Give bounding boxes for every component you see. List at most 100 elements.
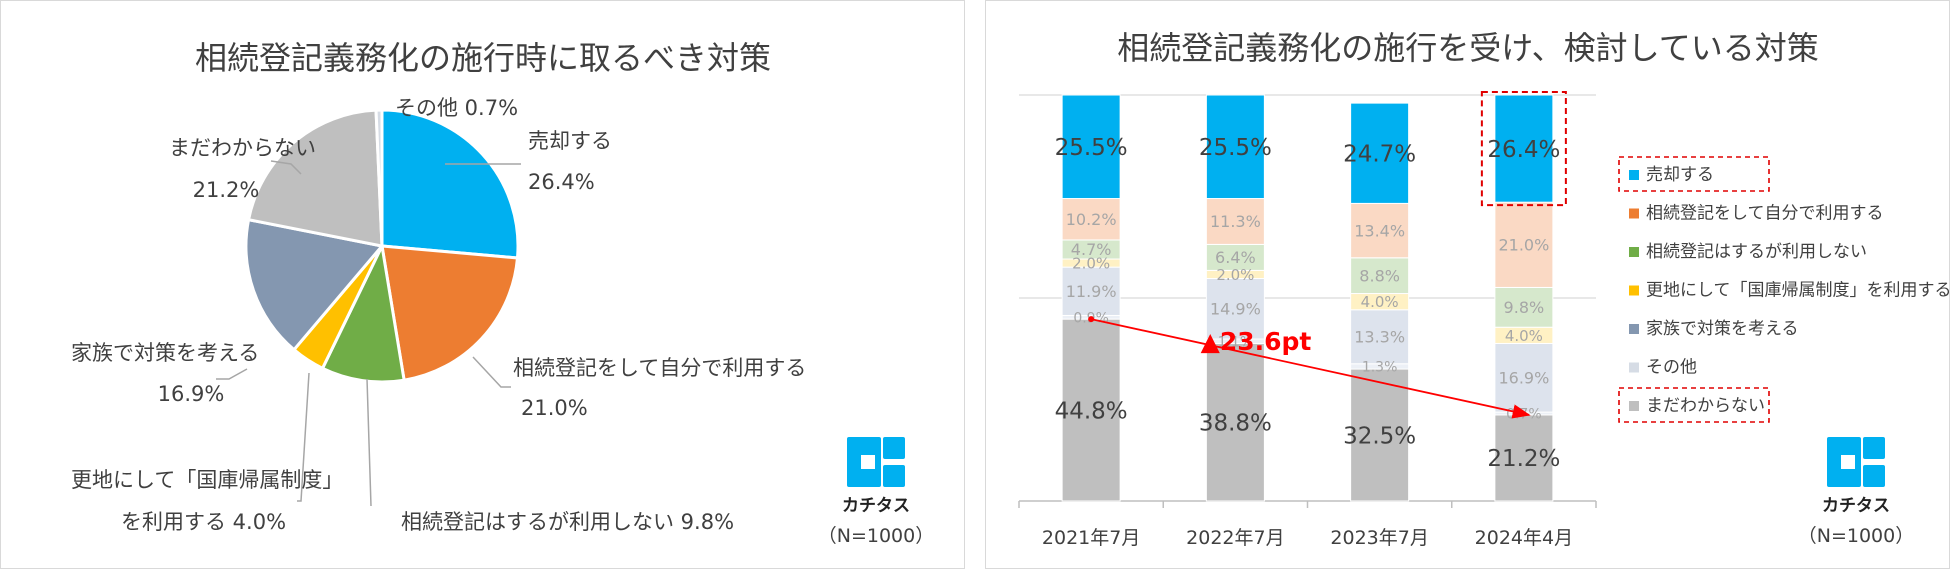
pie-leader-line-3 bbox=[366, 378, 372, 507]
pie-chart: 相続登記義務化の施行時に取るべき対策 売却する 26.4% 相続登記をして自分で利用… bbox=[71, 39, 935, 547]
bar-label-s1-c4: 21.2% bbox=[1487, 446, 1560, 472]
bar-segment-s7-c2 bbox=[1205, 94, 1265, 200]
bar-segment-s7-c1 bbox=[1061, 94, 1121, 200]
bar-segment-s3-c1 bbox=[1061, 266, 1121, 316]
bar-label-s3-c2: 14.9% bbox=[1210, 300, 1261, 319]
pie-leader-line-5 bbox=[216, 368, 248, 380]
legend-label-5: 家族で対策を考える bbox=[1646, 319, 1799, 339]
bar-segment-s1-c4 bbox=[1494, 414, 1554, 502]
bar-label-s1-c1: 44.8% bbox=[1055, 398, 1128, 424]
trend-annotation: ▲23.6pt bbox=[1201, 327, 1312, 356]
bar-label-s1-c3: 32.5% bbox=[1343, 423, 1416, 449]
trend-arrow bbox=[1090, 318, 1531, 419]
bar-label-s7-c3: 24.7% bbox=[1343, 142, 1416, 168]
bar-label-s2-c3: 1.3% bbox=[1362, 359, 1398, 375]
bar-segment-s5-c3 bbox=[1350, 257, 1410, 295]
pie-slice-6 bbox=[246, 108, 384, 248]
bar-segment-s1-c1 bbox=[1061, 318, 1121, 502]
legend-highlight-7 bbox=[1618, 387, 1770, 423]
bar-label-s5-c1: 4.7% bbox=[1071, 240, 1112, 259]
pie-label-name-3: 相続登記はするが利用しない 9.8% bbox=[401, 510, 734, 534]
legend-label-3: 相続登記はするが利用しない bbox=[1646, 242, 1867, 262]
pie-label-name-4-line2: を利用する 4.0% bbox=[121, 510, 286, 534]
bar-label-s5-c2: 6.4% bbox=[1215, 248, 1256, 267]
logo bbox=[847, 437, 905, 487]
pie-slice-3 bbox=[320, 241, 406, 384]
logo-mark-bottom bbox=[1863, 465, 1885, 487]
x-tick-label-3: 2023年7月 bbox=[1330, 527, 1428, 549]
bar-label-s3-c3: 13.3% bbox=[1354, 328, 1405, 347]
stacked-bar-chart: 相続登記義務化の施行を受け、検討している対策 44.8%0.9%11.9%2.0… bbox=[1018, 29, 1949, 549]
bar-segment-s6-c3 bbox=[1350, 202, 1410, 259]
pie-label-name-4-line1: 更地にして「国庫帰属制度」 bbox=[71, 468, 343, 492]
x-tick-label-1: 2021年7月 bbox=[1042, 527, 1140, 549]
legend-swatch-5 bbox=[1629, 324, 1639, 334]
legend-label-1: 売却する bbox=[1646, 165, 1714, 185]
logo-mark-top bbox=[1863, 437, 1885, 459]
pie-slice-5 bbox=[244, 217, 385, 352]
bar-segment-s3-c2 bbox=[1205, 278, 1265, 340]
bar-segment-s1-c2 bbox=[1205, 342, 1265, 502]
bar-label-s6-c3: 13.4% bbox=[1354, 221, 1405, 240]
bar-title: 相続登記義務化の施行を受け、検討している対策 bbox=[1117, 29, 1818, 67]
x-tick-label-2: 2022年7月 bbox=[1186, 527, 1284, 549]
bar-segment-s6-c1 bbox=[1061, 198, 1121, 241]
legend-label-2: 相続登記をして自分で利用する bbox=[1646, 204, 1884, 224]
logo bbox=[1827, 437, 1885, 487]
bar-label-s7-c4: 26.4% bbox=[1487, 137, 1560, 163]
bar-segment-s3-c3 bbox=[1350, 309, 1410, 365]
pie-label-value-2: 21.0% bbox=[521, 396, 588, 420]
bar-segment-s6-c2 bbox=[1205, 198, 1265, 245]
trend-arrow-start bbox=[1088, 316, 1095, 323]
legend-label-7: まだわからない bbox=[1646, 396, 1765, 416]
bar-label-s6-c2: 11.3% bbox=[1210, 212, 1261, 231]
legend-label-6: その他 bbox=[1646, 358, 1697, 378]
bar-segment-s1-c3 bbox=[1350, 368, 1410, 502]
bar-label-s4-c3: 4.0% bbox=[1361, 293, 1399, 311]
legend-highlight-1 bbox=[1618, 156, 1770, 192]
pie-label-value-6: 21.2% bbox=[193, 178, 260, 202]
bar-label-s6-c1: 10.2% bbox=[1066, 210, 1117, 229]
bar-segment-s7-c4 bbox=[1494, 94, 1554, 203]
pie-label-name-2: 相続登記をして自分で利用する bbox=[513, 356, 806, 380]
highlight-box bbox=[1480, 91, 1567, 207]
pie-label-name-1: 売却する bbox=[528, 129, 612, 153]
pie-leader-line-4 bbox=[297, 372, 310, 502]
legend-swatch-3 bbox=[1629, 247, 1639, 257]
pie-label-name-6: まだわからない bbox=[169, 136, 316, 160]
logo-text: カチタス bbox=[1822, 496, 1890, 516]
bar-label-s7-c2: 25.5% bbox=[1199, 135, 1272, 161]
pie-slice-1 bbox=[380, 108, 520, 260]
pie-leader-line-6 bbox=[270, 160, 302, 175]
legend-swatch-6 bbox=[1629, 362, 1639, 373]
legend-swatch-7 bbox=[1629, 401, 1639, 411]
bar-segment-s6-c4 bbox=[1494, 201, 1554, 288]
logo-mark-bottom bbox=[883, 465, 905, 487]
stacked-bar-chart-panel: 相続登記義務化の施行を受け、検討している対策 44.8%0.9%11.9%2.0… bbox=[985, 0, 1950, 569]
legend-swatch-1 bbox=[1629, 170, 1639, 180]
legend-swatch-4 bbox=[1629, 285, 1639, 296]
bar-label-s5-c4: 9.8% bbox=[1504, 298, 1545, 317]
bar-label-s7-c1: 25.5% bbox=[1055, 135, 1128, 161]
pie-label-value-5: 16.9% bbox=[158, 382, 225, 406]
x-tick-label-4: 2024年4月 bbox=[1475, 527, 1573, 549]
pie-slice-7 bbox=[374, 108, 384, 247]
bar-label-s4-c4: 4.0% bbox=[1505, 327, 1543, 345]
bar-label-s6-c4: 21.0% bbox=[1498, 236, 1549, 255]
bar-label-s2-c2: 1.1% bbox=[1218, 334, 1254, 350]
sample-size-label: （N=1000） bbox=[818, 525, 935, 547]
bar-label-s1-c2: 38.8% bbox=[1199, 411, 1272, 437]
logo-text: カチタス bbox=[842, 496, 910, 516]
pie-chart-panel: 相続登記義務化の施行時に取るべき対策 売却する 26.4% 相続登記をして自分で利用… bbox=[0, 0, 965, 569]
sample-size-label: （N=1000） bbox=[1798, 525, 1915, 547]
pie-label-name-5: 家族で対策を考える bbox=[71, 341, 259, 365]
bar-segment-s3-c4 bbox=[1494, 342, 1554, 413]
bar-label-s4-c1: 2.0% bbox=[1072, 254, 1110, 272]
pie-label-value-1: 26.4% bbox=[528, 170, 595, 194]
pie-label-name-7: その他 0.7% bbox=[395, 96, 518, 120]
pie-slice-2 bbox=[380, 244, 520, 382]
bar-label-s3-c1: 11.9% bbox=[1066, 282, 1117, 301]
legend-swatch-2 bbox=[1629, 208, 1639, 219]
bar-label-s4-c2: 2.0% bbox=[1216, 266, 1254, 284]
bar-label-s5-c3: 8.8% bbox=[1359, 266, 1400, 285]
